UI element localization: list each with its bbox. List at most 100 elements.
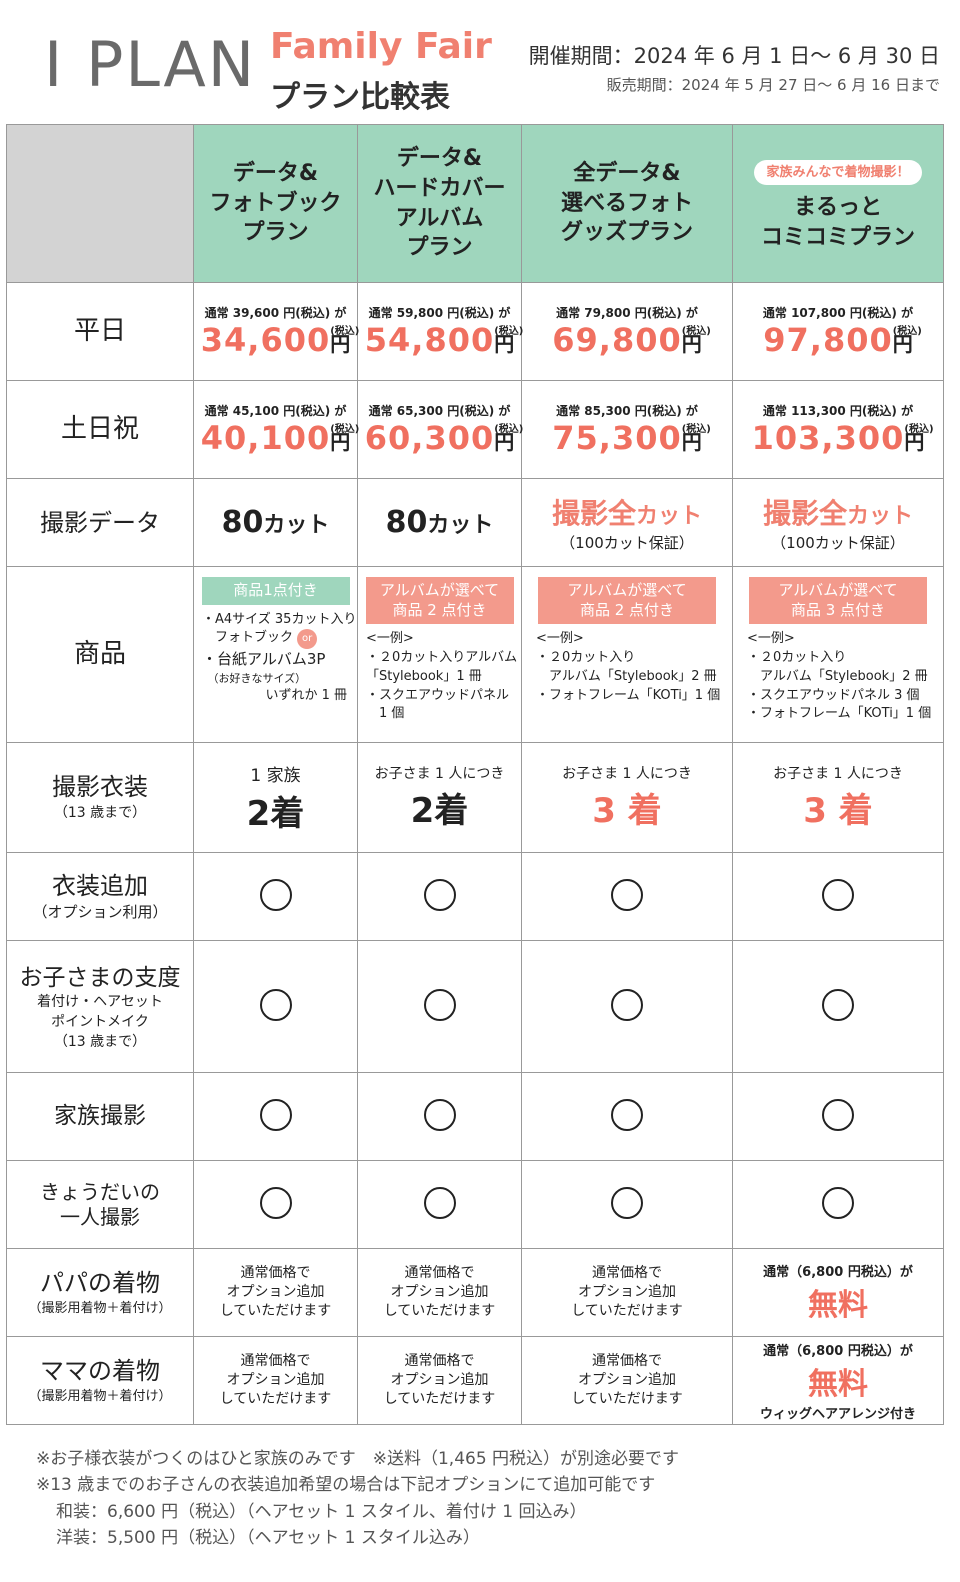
goods-row: 商品 商品1点付き ・A4サイズ 35カット入り フォトブック or ・台紙アル… bbox=[6, 566, 944, 743]
row-label-weekday: 平日 bbox=[6, 282, 194, 381]
goods-badge: アルバムが選べて 商品 2 点付き bbox=[365, 577, 514, 624]
costume-row: 撮影衣装 （13 歳まで） 1 家族 2着 お子さま 1 人につき 2着 お子さま … bbox=[6, 742, 944, 853]
row-label-weekend: 土日祝 bbox=[6, 380, 194, 479]
prep-cell-3 bbox=[521, 940, 733, 1073]
included-circle-icon bbox=[822, 878, 854, 911]
event-period: 開催期間：2024 年 6 月 1 日〜 6 月 30 日 bbox=[528, 44, 940, 68]
weekend-price-4: 通常 113,300 円(税込) が 103,300 (税込) 円 bbox=[732, 380, 944, 479]
included-circle-icon bbox=[259, 1098, 292, 1131]
weekday-price-3: 通常 79,800 円(税込) が 69,800 (税込) 円 bbox=[521, 282, 733, 381]
plan-header-2: データ& ハードカバー アルバム プラン bbox=[357, 124, 522, 283]
row-label-costume-add: 衣装追加 （オプション利用） bbox=[6, 852, 194, 941]
weekday-price-row: 平日 通常 39,600 円(税込) が 34,600 (税込) 円 通常 59,8… bbox=[6, 282, 944, 381]
prep-cell-4 bbox=[732, 940, 944, 1073]
footer-note-2: ※13 歳までのお子さんの衣装追加希望の場合は下記オプションにて追加可能です bbox=[36, 1475, 656, 1496]
prep-cell-2 bbox=[357, 940, 522, 1073]
papa-kimono-row: パパの着物 （撮影用着物＋着付け） 通常価格で オプション追加 していただけます… bbox=[6, 1248, 944, 1337]
weekend-price-3: 通常 85,300 円(税込) が 75,300 (税込) 円 bbox=[521, 380, 733, 479]
goods-badge: アルバムが選べて 商品 2 点付き bbox=[538, 577, 716, 624]
data-cell-1: 80カット bbox=[193, 478, 358, 567]
row-label-siblings: きょうだいの 一人撮影 bbox=[6, 1160, 194, 1249]
costume-cell-1: 1 家族 2着 bbox=[193, 742, 358, 853]
mama-cell-3: 通常価格で オプション追加 していただけます bbox=[521, 1336, 733, 1425]
row-label-mama: ママの着物 （撮影用着物＋着付け） bbox=[6, 1336, 194, 1425]
plan-badge: 家族みんなで着物撮影！ bbox=[754, 159, 922, 186]
data-cell-2: 80カット bbox=[357, 478, 522, 567]
row-label-data: 撮影データ bbox=[6, 478, 194, 567]
row-label-costume: 撮影衣装 （13 歳まで） bbox=[6, 742, 194, 853]
included-circle-icon bbox=[822, 988, 854, 1021]
included-circle-icon bbox=[259, 1186, 292, 1219]
papa-cell-4: 通常（6,800 円税込）が 無料 bbox=[732, 1248, 944, 1337]
costume-add-row: 衣装追加 （オプション利用） bbox=[6, 852, 944, 941]
papa-cell-2: 通常価格で オプション追加 していただけます bbox=[357, 1248, 522, 1337]
row-label-family: 家族撮影 bbox=[6, 1072, 194, 1161]
siblings-cell-3 bbox=[521, 1160, 733, 1249]
brand-logo: I PLAN bbox=[44, 28, 257, 101]
weekday-price-2: 通常 59,800 円(税込) が 54,800 (税込) 円 bbox=[357, 282, 523, 381]
mama-kimono-row: ママの着物 （撮影用着物＋着付け） 通常価格で オプション追加 していただけます… bbox=[6, 1336, 944, 1425]
prep-row: お子さまの支度 着付け・ヘアセット ポイントメイク （13 歳まで） bbox=[6, 940, 944, 1073]
data-cell-3: 撮影全カット （100カット保証） bbox=[521, 478, 733, 567]
plan-header-3: 全データ& 選べるフォト グッズプラン bbox=[521, 124, 733, 283]
included-circle-icon bbox=[611, 1098, 643, 1131]
included-circle-icon bbox=[423, 1186, 456, 1219]
siblings-row: きょうだいの 一人撮影 bbox=[6, 1160, 944, 1249]
data-cell-4: 撮影全カット （100カット保証） bbox=[732, 478, 944, 567]
costume-add-cell-2 bbox=[357, 852, 522, 941]
weekday-price-1: 通常 39,600 円(税込) が 34,600 (税込) 円 bbox=[193, 282, 359, 381]
sale-period: 販売期間：2024 年 5 月 27 日〜 6 月 16 日まで bbox=[606, 76, 940, 94]
costume-add-cell-4 bbox=[732, 852, 944, 941]
siblings-cell-4 bbox=[732, 1160, 944, 1249]
costume-cell-2: お子さま 1 人につき 2着 bbox=[357, 742, 522, 853]
included-circle-icon bbox=[423, 988, 456, 1021]
costume-cell-4: お子さま 1 人につき 3 着 bbox=[732, 742, 944, 853]
papa-cell-3: 通常価格で オプション追加 していただけます bbox=[521, 1248, 733, 1337]
footer-note-4: 洋装：5,500 円（税込）（ヘアセット 1 スタイル込み） bbox=[56, 1528, 480, 1549]
included-circle-icon bbox=[259, 988, 292, 1021]
row-label-goods: 商品 bbox=[6, 566, 194, 743]
row-label-prep: お子さまの支度 着付け・ヘアセット ポイントメイク （13 歳まで） bbox=[6, 940, 194, 1073]
included-circle-icon bbox=[423, 878, 456, 911]
fair-subtitle: プラン比較表 bbox=[270, 80, 450, 115]
goods-badge: 商品1点付き bbox=[201, 577, 350, 605]
goods-badge: アルバムが選べて 商品 3 点付き bbox=[749, 577, 927, 624]
plan-header-4: 家族みんなで着物撮影！ まるっと コミコミプラン bbox=[732, 124, 944, 283]
free-label: 無料 bbox=[808, 1288, 868, 1323]
included-circle-icon bbox=[822, 1186, 854, 1219]
or-badge: or bbox=[297, 629, 318, 650]
included-circle-icon bbox=[611, 878, 643, 911]
goods-cell-4: アルバムが選べて 商品 3 点付き <一例> ・２0カット入り アルバム「Sty… bbox=[732, 566, 944, 743]
included-circle-icon bbox=[259, 878, 292, 911]
footer-note-1: ※お子様衣装がつくのはひと家族のみです ※送料（1,465 円税込）が別途必要で… bbox=[36, 1449, 680, 1469]
included-circle-icon bbox=[611, 988, 643, 1021]
weekend-price-2: 通常 65,300 円(税込) が 60,300 (税込) 円 bbox=[357, 380, 523, 479]
family-row: 家族撮影 bbox=[6, 1072, 944, 1161]
page-header: I PLAN Family Fair プラン比較表 開催期間：2024 年 6 … bbox=[0, 0, 960, 120]
prep-cell-1 bbox=[193, 940, 358, 1073]
costume-add-cell-1 bbox=[193, 852, 358, 941]
data-row: 撮影データ 80カット 80カット 撮影全カット （100カット保証） 撮影全カ… bbox=[6, 478, 944, 567]
mama-cell-2: 通常価格で オプション追加 していただけます bbox=[357, 1336, 522, 1425]
papa-cell-1: 通常価格で オプション追加 していただけます bbox=[193, 1248, 358, 1337]
plan-header-1: データ& フォトブック プラン bbox=[193, 124, 358, 283]
included-circle-icon bbox=[423, 1098, 456, 1131]
goods-cell-3: アルバムが選べて 商品 2 点付き <一例> ・２0カット入り アルバム「Sty… bbox=[521, 566, 733, 743]
costume-add-cell-3 bbox=[521, 852, 733, 941]
plan-header-row: データ& フォトブック プラン データ& ハードカバー アルバム プラン 全デー… bbox=[6, 124, 944, 283]
family-cell-1 bbox=[193, 1072, 358, 1161]
fair-title: Family Fair bbox=[270, 26, 492, 67]
costume-cell-3: お子さま 1 人につき 3 着 bbox=[521, 742, 733, 853]
family-cell-2 bbox=[357, 1072, 522, 1161]
free-label: 無料 bbox=[808, 1366, 868, 1402]
goods-cell-2: アルバムが選べて 商品 2 点付き <一例> ・２0カット入りアルバム 「Sty… bbox=[357, 566, 522, 743]
included-circle-icon bbox=[822, 1098, 854, 1131]
plan-comparison-table: データ& フォトブック プラン データ& ハードカバー アルバム プラン 全デー… bbox=[6, 124, 944, 1425]
weekend-price-row: 土日祝 通常 45,100 円(税込) が 40,100 (税込) 円 通常 65,… bbox=[6, 380, 944, 479]
siblings-cell-2 bbox=[357, 1160, 522, 1249]
table-corner bbox=[6, 124, 194, 283]
mama-cell-1: 通常価格で オプション追加 していただけます bbox=[193, 1336, 358, 1425]
row-label-papa: パパの着物 （撮影用着物＋着付け） bbox=[6, 1248, 194, 1337]
family-cell-3 bbox=[521, 1072, 733, 1161]
goods-cell-1: 商品1点付き ・A4サイズ 35カット入り フォトブック or ・台紙アルバム3… bbox=[193, 566, 358, 743]
